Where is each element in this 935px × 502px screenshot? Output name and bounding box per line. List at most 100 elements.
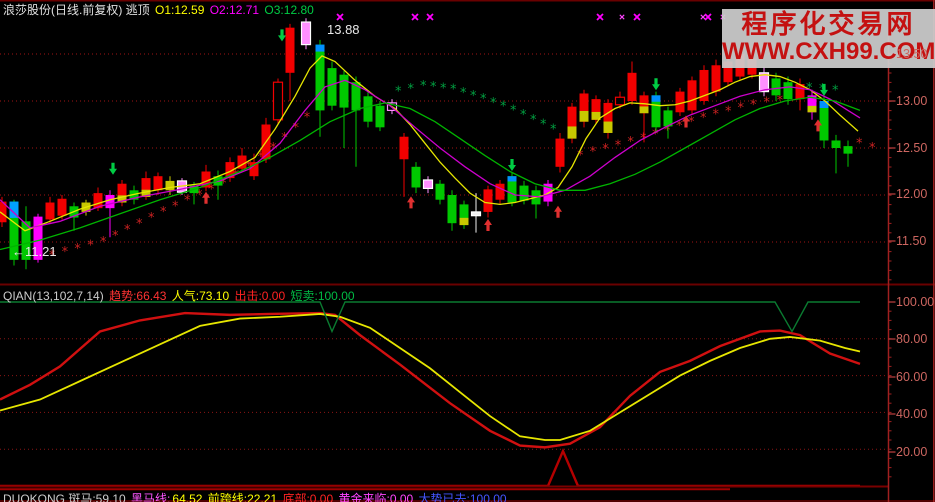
svg-text:*: * [245,159,252,174]
svg-text:*: * [550,123,557,138]
svg-text:*: * [590,145,597,160]
svg-text:*: * [676,119,683,134]
signal-arrows [109,29,828,231]
svg-text:*: * [124,223,131,238]
indicator-panel-header: QIAN(13,102,7,14) 趋势:66.43 人气:73.10 出击:0… [3,287,357,304]
svg-text:*: * [627,135,634,150]
watermark-ad: 程序化交易网 WWW.CXH99.COM [722,9,935,68]
svg-text:*: * [148,211,155,226]
svg-text:*: * [530,113,537,128]
svg-text:*: * [713,108,720,123]
svg-text:*: * [450,83,457,98]
svg-text:*: * [304,111,311,126]
ma-line-O3 [0,96,861,251]
high-price-label: 13.88 [327,22,360,37]
price-axis-label: 80.00 [896,332,928,346]
svg-text:*: * [806,81,813,96]
svg-text:*: * [490,96,497,111]
svg-text:*: * [100,235,107,250]
svg-text:*: * [49,249,56,264]
header-text-segment: 人气:73.10 [171,289,233,303]
svg-text:*: * [869,141,876,156]
svg-text:*: * [738,101,745,116]
svg-text:*: * [510,103,517,118]
price-axis-label: 12.00 [896,187,928,201]
header-text-segment: 底部:0.00 [282,492,337,502]
watermark-site-name: 程序化交易网 [741,9,916,39]
svg-text:*: * [281,131,288,146]
indicator-line-短卖 [0,301,860,334]
svg-text:*: * [750,98,757,113]
svg-text:*: * [420,79,427,94]
svg-text:*: * [460,86,467,101]
sub-indicator-lines [0,301,861,488]
price-axis-label: 12.50 [896,141,928,155]
price-axis-label: 60.00 [896,370,928,384]
svg-text:*: * [172,199,179,214]
header-text-segment: 出击:0.00 [234,289,289,303]
ma-lines [0,55,861,251]
ma-line-O2 [0,79,861,229]
svg-text:*: * [763,96,770,111]
price-axis-label: 13.50 [896,47,928,61]
svg-text:*: * [700,111,707,126]
svg-text:*: * [577,149,584,164]
svg-text:*: * [233,168,240,183]
header-text-segment: QIAN(13,102,7,14) [3,289,108,303]
svg-text:*: * [87,238,94,253]
svg-text:*: * [470,89,477,104]
header-text-segment: 短卖:100.00 [290,289,355,303]
top-cross-markers [336,13,726,21]
svg-text:*: * [777,93,784,108]
header-text-segment: 浪莎股份(日线.前复权) 逃顶 [3,3,153,17]
header-text-segment: 趋势:66.43 [109,289,170,303]
header-text-segment: 64.52 [172,492,206,502]
indicator-line-趋势 [0,311,861,449]
header-text-segment: 大势已去:100.00 [418,492,507,502]
price-axis-label: 40.00 [896,407,928,421]
svg-text:*: * [856,136,863,151]
svg-text:*: * [196,188,203,203]
svg-text:*: * [293,121,300,136]
svg-text:*: * [258,150,265,165]
svg-text:*: * [688,115,695,130]
header-text-segment: 黑马线: [131,492,171,502]
svg-text:*: * [725,104,732,119]
svg-text:*: * [615,138,622,153]
watermark-site-url: WWW.CXH99.COM [722,38,935,65]
svg-text:*: * [602,142,609,157]
gridlines [0,53,888,450]
indicator-line-人气 [0,313,861,441]
svg-text:*: * [160,205,167,220]
svg-text:*: * [430,80,437,95]
svg-text:*: * [395,85,402,100]
header-text-segment: 前跨线:22.21 [207,492,281,502]
header-text-segment: O2:12.71 [206,3,260,17]
svg-text:*: * [408,82,415,97]
chart-title-bar: 浪莎股份(日线.前复权) 逃顶 O1:12.59 O2:12.71 O3:12.… [3,1,316,18]
header-text-segment: O1:12.59 [155,3,205,17]
svg-text:*: * [440,81,447,96]
price-axis-label: 100.00 [896,295,935,309]
svg-text:*: * [520,108,527,123]
ma-line-O1 [0,55,859,232]
svg-text:*: * [136,217,143,232]
indicator-line-出击 [0,447,860,488]
svg-text:*: * [652,127,659,142]
svg-text:*: * [184,194,191,209]
dotted-trend-lines: * * * * * * * * * * * * * * * * * * * * * * * * * * * * * * * * * * * * * * * *… [36,79,876,267]
header-text-segment: DUOKONG 斑马:59.10 [3,492,130,502]
bottom-indicator-header: DUOKONG 斑马:59.10 黑马线: 64.52 前跨线:22.21 底部:… [3,490,509,502]
price-axis-label: 13.00 [896,94,928,108]
header-text-segment: 黄金来临:0.00 [338,492,417,502]
price-axis-label: 20.00 [896,445,928,459]
svg-text:*: * [220,177,227,192]
header-text-segment: O3:12.80 [261,3,314,17]
svg-text:*: * [112,229,119,244]
price-axis-label: 11.50 [896,234,927,248]
svg-text:*: * [74,242,81,257]
low-price-label: ←11.21 [12,244,57,259]
